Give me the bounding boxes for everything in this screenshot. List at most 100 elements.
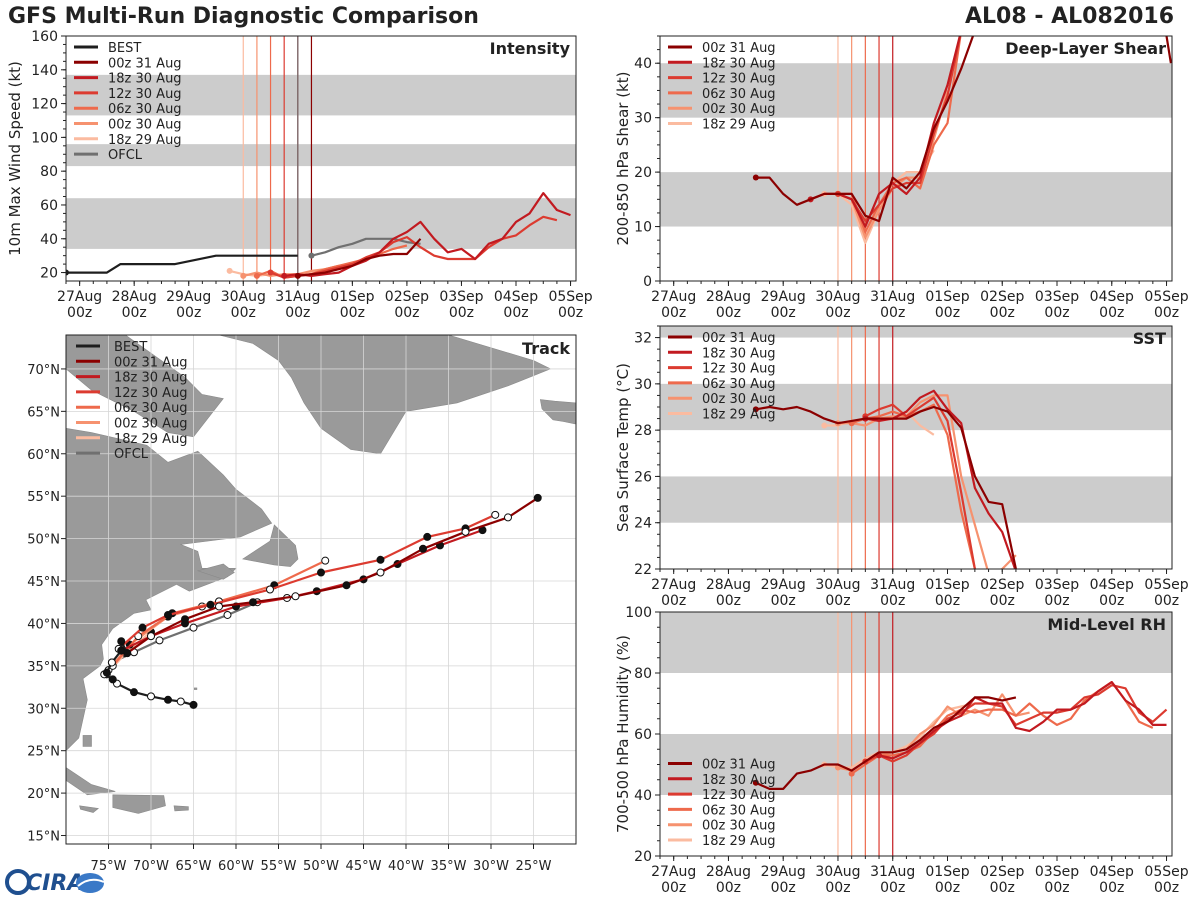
- intensity-xtick-hour-label: 00z: [340, 305, 365, 321]
- intensity-ytick-label: 20: [40, 266, 58, 282]
- intensity-title: Intensity: [490, 39, 571, 58]
- shear-panel: 01020304027Aug00z28Aug00z29Aug00z30Aug00…: [614, 35, 1189, 321]
- track-point-00z: [206, 600, 215, 609]
- bermuda-landmass: [194, 687, 198, 690]
- track-xtick-label: 65°W: [176, 859, 212, 874]
- shear-ytick-label: 0: [643, 274, 652, 290]
- sst-xtick-hour-label: 00z: [716, 593, 741, 609]
- intensity-shade-band: [66, 144, 576, 167]
- track-ytick-label: 15°N: [27, 830, 60, 845]
- rh-xtick-hour-label: 00z: [1154, 880, 1179, 896]
- shear-series-group: [752, 36, 1172, 244]
- track-point-00z: [102, 668, 111, 677]
- track-point-00z: [249, 598, 257, 607]
- cira-logo-globe: [76, 873, 104, 893]
- intensity-xtick-day-label: 29Aug: [166, 289, 211, 305]
- track-xtick-label: 60°W: [218, 859, 254, 874]
- sst-ytick-label: 28: [634, 423, 652, 439]
- rh-series-line: [755, 696, 1017, 791]
- intensity-series-group: [66, 192, 571, 279]
- intensity-xtick-hour-label: 00z: [503, 305, 528, 321]
- intensity-ytick-label: 160: [31, 29, 58, 45]
- track-ytick-label: 45°N: [27, 575, 60, 590]
- track-point-12z: [321, 556, 330, 565]
- shear-series-line: [755, 36, 1172, 223]
- intensity-xtick-day-label: 31Aug: [275, 289, 320, 305]
- sst-xtick-day-label: 04Sep: [1090, 577, 1134, 593]
- sst-title: SST: [1133, 329, 1166, 348]
- sst-ytick-label: 26: [634, 469, 652, 485]
- intensity-series-line: [311, 237, 421, 257]
- rh-xtick-day-label: 31Aug: [870, 864, 915, 880]
- track-ytick-label: 25°N: [27, 745, 60, 760]
- track-point-12z: [504, 513, 512, 522]
- sst-ytick-label: 24: [634, 516, 652, 532]
- intensity-series-start-point: [66, 269, 69, 276]
- shear-xtick-hour-label: 00z: [1044, 305, 1069, 321]
- intensity-ytick-label: 140: [31, 63, 58, 79]
- rh-xtick-hour-label: 00z: [880, 880, 905, 896]
- sst-legend-label: 18z 29 Aug: [702, 408, 776, 423]
- intensity-series-start-point: [226, 267, 233, 274]
- shear-shade-band: [660, 63, 1172, 118]
- rh-ytick-label: 40: [634, 788, 652, 804]
- rh-legend-label: 00z 31 Aug: [702, 758, 776, 773]
- track-point-00z: [181, 615, 189, 624]
- sst-xtick-hour-label: 00z: [771, 593, 796, 609]
- track-legend-label: BEST: [114, 340, 147, 355]
- shear-xtick-day-label: 05Sep: [1144, 289, 1188, 305]
- shear-legend-label: 12z 30 Aug: [702, 72, 776, 87]
- hispaniola-landmass: [112, 794, 166, 814]
- intensity-ytick-label: 80: [40, 164, 58, 180]
- bahamas-island-landmass: [82, 735, 92, 747]
- intensity-legend-label: BEST: [108, 41, 141, 56]
- shear-xtick-hour-label: 00z: [880, 305, 905, 321]
- shear-xtick-day-label: 29Aug: [761, 289, 806, 305]
- track-xtick-label: 75°W: [91, 859, 127, 874]
- sst-xtick-hour-label: 00z: [1154, 593, 1179, 609]
- rh-series-start-point: [752, 779, 759, 786]
- sst-legend-label: 12z 30 Aug: [702, 362, 776, 377]
- track-panel: 15°N 20°N 25°N 30°N 35°N 40°N 45°N 50°N 55°N 60°N…: [27, 334, 577, 874]
- cape-breton-landmass: [196, 563, 235, 580]
- cira-logo-swoosh: [77, 878, 105, 887]
- sst-ytick-label: 32: [634, 331, 652, 347]
- rh-xtick-hour-label: 00z: [1044, 880, 1069, 896]
- intensity-ytick-label: 40: [40, 232, 58, 248]
- sst-shade-band: [660, 476, 1172, 523]
- intensity-legend-label: 12z 30 Aug: [108, 87, 182, 102]
- intensity-ytick-label: 60: [40, 198, 58, 214]
- track-legend-label: 00z 31 Aug: [114, 355, 188, 370]
- intensity-xtick-hour-label: 00z: [558, 305, 583, 321]
- track-point-12z: [176, 697, 185, 706]
- sst-xtick-hour-label: 00z: [661, 593, 686, 609]
- sst-legend-label: 00z 30 Aug: [702, 392, 776, 407]
- shear-legend-label: 18z 30 Aug: [702, 56, 776, 71]
- track-ytick-label: 40°N: [27, 617, 60, 632]
- shear-xtick-day-label: 28Aug: [706, 289, 751, 305]
- shear-shade-band: [660, 172, 1172, 227]
- figure-title: GFS Multi-Run Diagnostic Comparison: [8, 4, 479, 29]
- shear-xtick-day-label: 02Sep: [980, 289, 1024, 305]
- sst-xtick-hour-label: 00z: [1099, 593, 1124, 609]
- intensity-xtick-day-label: 01Sep: [330, 289, 374, 305]
- sst-xtick-hour-label: 00z: [990, 593, 1015, 609]
- track-xtick-label: 55°W: [261, 859, 297, 874]
- intensity-panel: 2040608010012014016027Aug00z28Aug00z29Au…: [6, 29, 593, 321]
- intensity-xtick-hour-label: 00z: [231, 305, 256, 321]
- track-ytick-label: 35°N: [27, 660, 60, 675]
- cira-logo-text: CIRA: [26, 871, 84, 896]
- sst-ytick-label: 22: [634, 562, 652, 578]
- rh-xtick-hour-label: 00z: [771, 880, 796, 896]
- track-xtick-label: 30°W: [473, 859, 509, 874]
- intensity-xtick-day-label: 03Sep: [439, 289, 483, 305]
- shear-xtick-hour-label: 00z: [1154, 305, 1179, 321]
- shear-xtick-day-label: 04Sep: [1090, 289, 1134, 305]
- track-ytick-label: 55°N: [27, 490, 60, 505]
- cira-logo-ring: [5, 869, 31, 895]
- rh-series-group: [752, 680, 1168, 791]
- sst-xtick-day-label: 05Sep: [1144, 577, 1188, 593]
- rh-ytick-label: 100: [625, 605, 652, 621]
- rh-xtick-day-label: 30Aug: [815, 864, 860, 880]
- rh-ylabel: 700-500 hPa Humidity (%): [614, 635, 632, 833]
